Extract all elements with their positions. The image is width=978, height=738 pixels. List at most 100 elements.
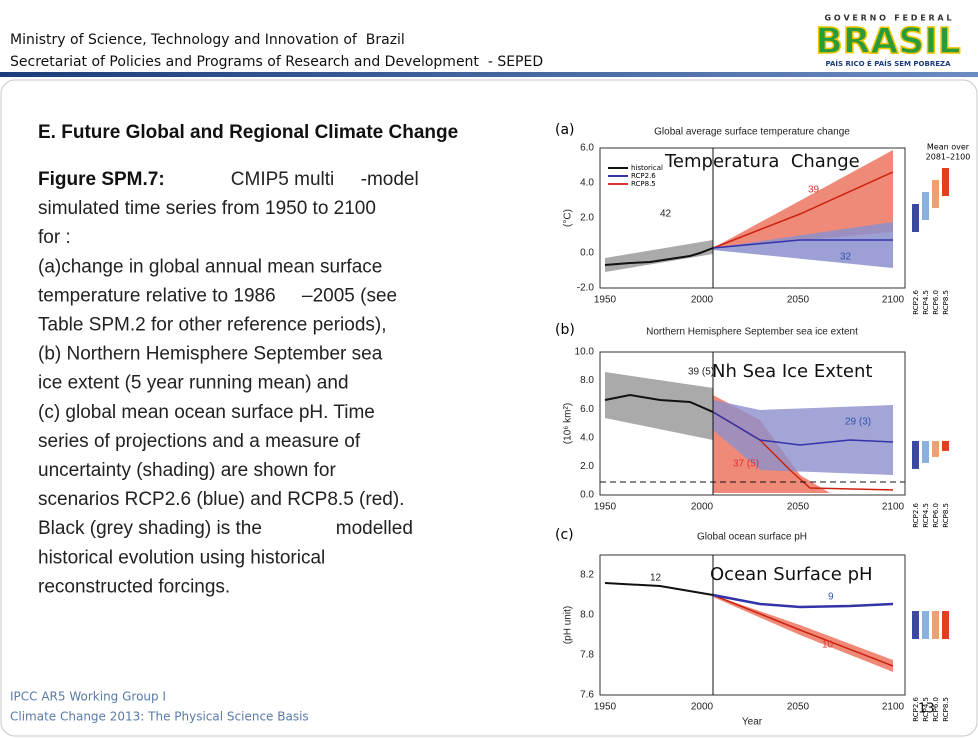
panel-label: (a) <box>555 122 575 138</box>
y-tick-label: 10.0 <box>575 347 595 358</box>
x-tick-label: 2050 <box>787 502 810 513</box>
legend-label: RCP8.5 <box>631 180 656 188</box>
legend-label: historical <box>631 164 663 172</box>
legend-label: RCP2.6 <box>631 172 656 180</box>
mean-note: Mean over <box>927 143 970 152</box>
y-axis-label: (pH unit) <box>563 606 574 644</box>
x-tick-label: 2000 <box>691 295 714 306</box>
annotation: 10 <box>822 640 834 651</box>
curve <box>604 393 714 413</box>
scenario-label: RCP2.6 <box>912 502 920 527</box>
scenario-label: RCP2.6 <box>912 289 920 314</box>
y-tick-label: 4.0 <box>580 178 594 189</box>
panel-title: Global ocean surface pH <box>697 532 807 543</box>
y-tick-label: 8.2 <box>580 570 594 581</box>
plot-frame <box>599 351 906 496</box>
scenario-range <box>922 611 929 639</box>
curve <box>604 582 714 596</box>
scenario-label: RCP8.5 <box>942 697 950 722</box>
body-line: CMIP5 multi -model <box>178 169 419 190</box>
overlay-label: Temperatura Change <box>664 151 860 172</box>
scenario-range <box>932 440 939 457</box>
y-tick-label: 8.0 <box>580 610 594 621</box>
scenario-label: RCP4.5 <box>922 697 930 722</box>
scenario-label: RCP4.5 <box>922 290 930 315</box>
y-axis-label: (°C) <box>563 209 574 227</box>
body-line: temperature relative to 1986 –2005 (see <box>38 285 397 306</box>
scenario-label: RCP8.5 <box>942 290 950 315</box>
scenario-label: RCP6.0 <box>932 697 940 722</box>
logo-name: BRASIL <box>815 21 960 62</box>
x-tick-label: 1950 <box>594 295 617 306</box>
scenario-label: RCP2.6 <box>912 696 920 721</box>
y-tick-label: 4.0 <box>580 432 594 443</box>
annotation: 12 <box>650 573 662 584</box>
curve <box>712 594 894 667</box>
body-line: Black (grey shading) is the modelled <box>38 518 413 539</box>
y-tick-label: 6.0 <box>580 404 594 415</box>
curve <box>604 247 714 266</box>
curve <box>713 222 893 268</box>
annotation: 42 <box>660 209 672 220</box>
body-line: for : <box>38 227 71 248</box>
annotation: 29 (3) <box>845 417 871 428</box>
scenario-range <box>912 204 919 232</box>
body-line: Table SPM.2 for other reference periods)… <box>38 315 387 336</box>
mean-note: 2081–2100 <box>926 153 971 162</box>
body-line: reconstructed forcings. <box>38 576 230 597</box>
x-axis-label: Year <box>742 717 763 728</box>
curve <box>712 593 894 609</box>
body-line: simulated time series from 1950 to 2100 <box>38 198 376 219</box>
logo-top: G O V E R N O F E D E R A L <box>825 14 952 23</box>
scenario-range <box>932 180 939 208</box>
panel-title: Northern Hemisphere September sea ice ex… <box>646 327 858 338</box>
body-line: ice extent (5 year running mean) and <box>38 373 349 394</box>
page-number: 13 <box>918 702 935 717</box>
scenario-range <box>922 192 929 220</box>
y-tick-label: 7.6 <box>580 690 594 701</box>
x-tick-label: 2050 <box>787 702 810 713</box>
body-line: historical evolution using historical <box>38 547 325 568</box>
overlay-label: Ocean Surface pH <box>710 564 873 585</box>
scenario-range <box>932 611 939 639</box>
logo-tagline: PAÍS RICO É PAÍS SEM POBREZA <box>825 59 951 68</box>
plot-frame <box>599 147 906 289</box>
footer-line: IPCC AR5 Working Group I <box>10 690 166 704</box>
x-tick-label: 2100 <box>882 502 905 513</box>
curve <box>712 171 894 249</box>
y-tick-label: 2.0 <box>580 461 594 472</box>
y-tick-label: -2.0 <box>577 283 595 294</box>
body-line: (a)change in global annual mean surface <box>38 256 382 277</box>
y-tick-label: 6.0 <box>580 143 594 154</box>
header-line: Ministry of Science, Technology and Inno… <box>10 32 405 48</box>
y-tick-label: 0.0 <box>580 248 594 259</box>
curve <box>713 400 893 475</box>
annotation: 9 <box>828 592 834 603</box>
scenario-label: RCP4.5 <box>922 503 930 528</box>
plot-frame <box>599 554 906 696</box>
curve <box>713 150 893 248</box>
body-line: (c) global mean ocean surface pH. Time <box>38 402 375 423</box>
body-line: uncertainty (shading) are shown for <box>38 460 336 481</box>
scenario-range <box>942 440 949 451</box>
x-tick-label: 1950 <box>594 502 617 513</box>
header-bar <box>0 72 978 77</box>
x-tick-label: 2050 <box>787 295 810 306</box>
overlay-label: Nh Sea Ice Extent <box>712 361 872 382</box>
header-line: Secretariat of Policies and Programs of … <box>10 54 543 70</box>
y-tick-label: 0.0 <box>580 490 594 501</box>
x-tick-label: 2100 <box>882 295 905 306</box>
panel-label: (c) <box>555 527 574 543</box>
annotation: 32 <box>840 252 852 263</box>
curve <box>713 595 893 672</box>
body-line: (b) Northern Hemisphere September sea <box>38 344 383 365</box>
annotation: 39 (5) <box>688 367 714 378</box>
annotation: 39 <box>808 185 820 196</box>
scenario-label: RCP6.0 <box>932 503 940 528</box>
heading: E. Future Global and Regional Climate Ch… <box>38 122 458 143</box>
annotation: 37 (5) <box>733 459 759 470</box>
scenario-range <box>912 440 919 469</box>
x-tick-label: 2000 <box>691 702 714 713</box>
scenario-range <box>942 611 949 639</box>
